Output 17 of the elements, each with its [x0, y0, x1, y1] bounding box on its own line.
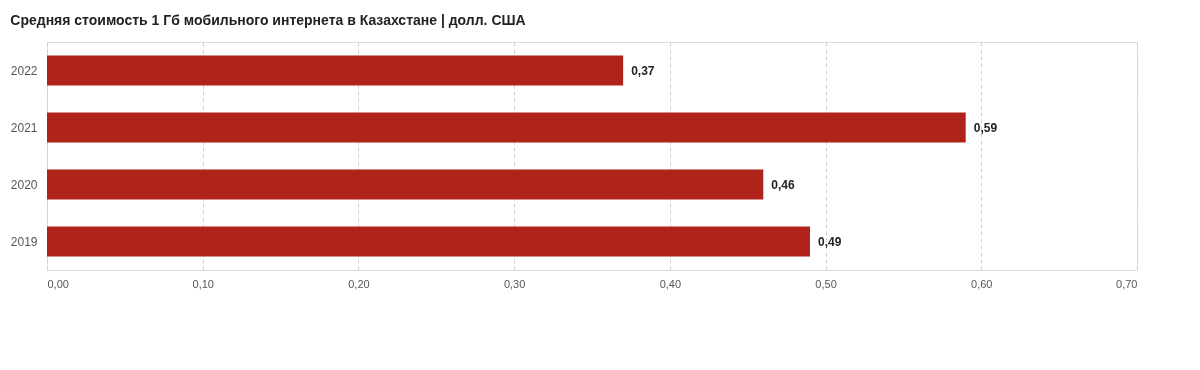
y-tick-label: 2021	[10, 120, 38, 135]
x-tick-label: 0,10	[192, 277, 214, 290]
x-tick-label: 0,30	[503, 277, 526, 290]
chart-title: Средняя стоимость 1 Гб мобильного интернета в Казахстане | долл. США	[10, 12, 526, 28]
y-tick-label: 2022	[10, 63, 38, 78]
x-tick-label: 0,00	[47, 277, 69, 290]
x-tick-label: 0,20	[348, 277, 370, 290]
x-tick-label: 0,70	[1116, 277, 1138, 290]
data-label: 0,46	[771, 177, 795, 192]
x-tick-label: 0,60	[971, 277, 993, 290]
y-tick-label: 2020	[10, 177, 38, 192]
x-tick-label: 0,40	[659, 277, 682, 290]
x-tick-label: 0,50	[815, 277, 837, 290]
data-label: 0,59	[973, 120, 998, 135]
data-label: 0,49	[818, 234, 842, 249]
data-label: 0,37	[631, 63, 655, 78]
y-tick-label: 2019	[10, 234, 38, 249]
